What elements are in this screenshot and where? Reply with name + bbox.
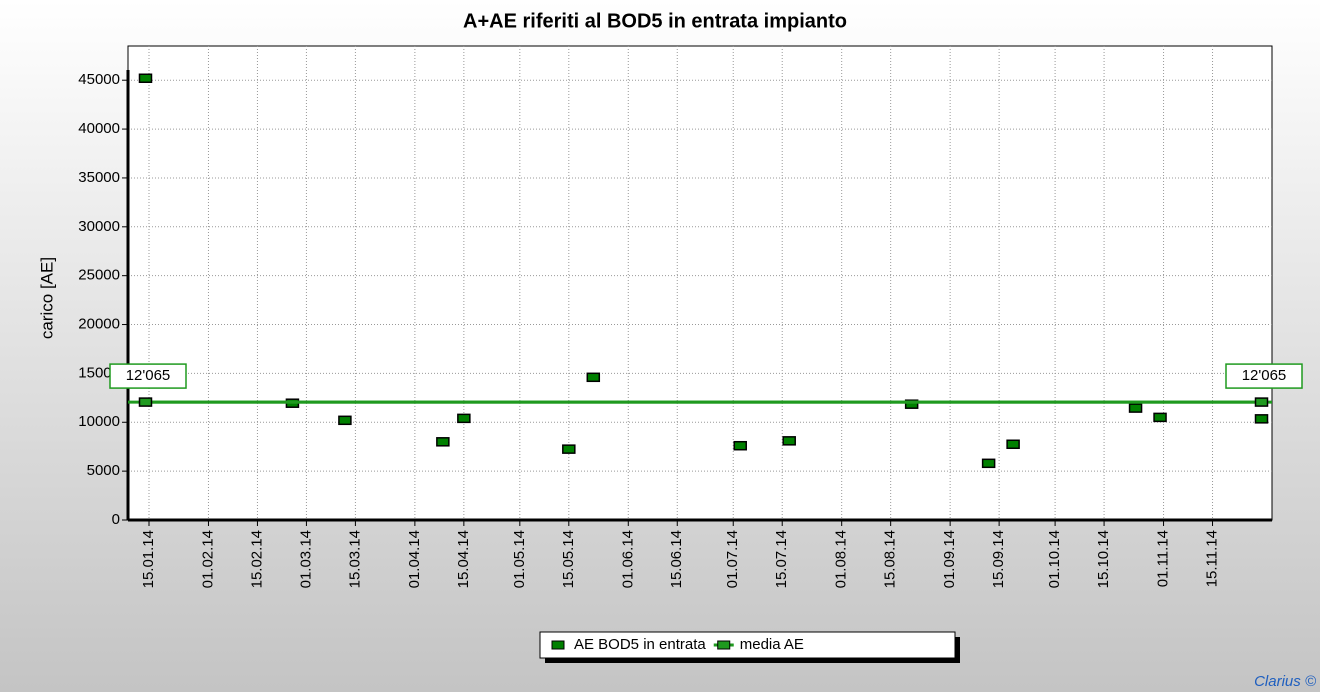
value-label: 12'065	[126, 367, 171, 384]
y-tick-label: 25000	[78, 267, 120, 284]
x-tick-label: 15.11.14	[1203, 530, 1220, 587]
value-label-box	[1225, 363, 1303, 389]
value-label: 12'065	[1242, 367, 1287, 384]
marker	[138, 73, 153, 84]
y-tick-label: 45000	[78, 71, 120, 88]
x-tick-label: 15.01.14	[140, 530, 157, 588]
marker	[338, 415, 352, 426]
x-tick-label: 01.06.14	[619, 530, 636, 588]
marker	[1254, 414, 1269, 424]
x-tick-label: 15.09.14	[990, 530, 1007, 588]
x-tick-label: 15.10.14	[1095, 530, 1112, 588]
x-tick-label: 01.03.14	[297, 530, 314, 588]
marker	[782, 436, 796, 446]
x-tick-label: 15.03.14	[346, 530, 363, 588]
marker	[904, 399, 919, 409]
y-axis-label: carico [AE]	[37, 257, 56, 339]
marker	[457, 413, 471, 424]
x-tick-label: 01.08.14	[833, 530, 850, 588]
marker	[436, 437, 450, 447]
legend-label: media AE	[740, 636, 804, 653]
legend-swatch	[717, 640, 731, 650]
x-tick-label: 01.05.14	[511, 530, 528, 588]
legend	[539, 631, 956, 659]
marker	[586, 372, 601, 383]
y-tick-label: 35000	[78, 169, 120, 186]
marker	[1006, 439, 1020, 450]
y-tick-label: 20000	[78, 316, 120, 333]
x-tick-label: 15.05.14	[560, 530, 577, 588]
x-tick-label: 01.11.14	[1155, 530, 1172, 587]
x-tick-label: 01.07.14	[724, 530, 741, 588]
plot-area	[127, 45, 1273, 521]
legend-swatch	[551, 640, 565, 650]
y-tick-label: 10000	[78, 413, 120, 430]
x-tick-label: 01.09.14	[941, 530, 958, 588]
marker	[1128, 403, 1143, 413]
value-label-box	[109, 363, 187, 389]
marker	[562, 444, 576, 454]
x-tick-label: 01.04.14	[406, 530, 423, 588]
chart-title: A+AE riferiti al BOD5 in entrata impiant…	[463, 10, 847, 32]
x-tick-label: 15.06.14	[668, 530, 685, 588]
x-tick-label: 15.08.14	[882, 530, 899, 588]
footer: Clarius ©	[1254, 673, 1317, 690]
legend-label: AE BOD5 in entrata	[574, 636, 706, 653]
x-tick-label: 15.07.14	[773, 530, 790, 588]
y-tick-label: 40000	[78, 120, 120, 137]
marker	[733, 440, 747, 451]
x-tick-label: 01.10.14	[1046, 530, 1063, 588]
marker	[1254, 397, 1269, 407]
x-tick-label: 15.04.14	[455, 530, 472, 588]
marker	[1153, 412, 1167, 423]
y-tick-label: 30000	[78, 218, 120, 235]
marker	[981, 458, 996, 469]
y-tick-label: 5000	[87, 462, 120, 479]
x-tick-label: 01.02.14	[199, 530, 216, 588]
marker	[138, 397, 153, 407]
x-tick-label: 15.02.14	[248, 530, 265, 588]
y-tick-label: 0	[112, 511, 120, 528]
